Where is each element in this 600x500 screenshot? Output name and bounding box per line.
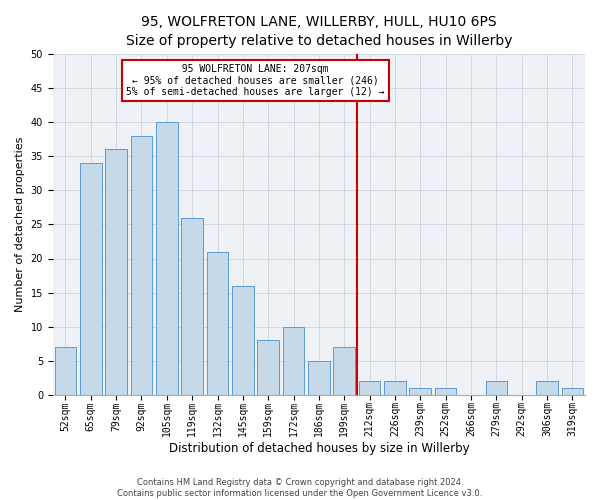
Bar [562, 388, 583, 395]
Bar [106, 150, 127, 395]
Bar [359, 382, 380, 395]
Bar [131, 136, 152, 395]
Y-axis label: Number of detached properties: Number of detached properties [15, 136, 25, 312]
Bar [435, 388, 457, 395]
Bar [156, 122, 178, 395]
Bar [181, 218, 203, 395]
Bar [257, 340, 279, 395]
Bar [308, 361, 329, 395]
Text: Contains HM Land Registry data © Crown copyright and database right 2024.
Contai: Contains HM Land Registry data © Crown c… [118, 478, 482, 498]
Bar [55, 347, 76, 395]
Title: 95, WOLFRETON LANE, WILLERBY, HULL, HU10 6PS
Size of property relative to detach: 95, WOLFRETON LANE, WILLERBY, HULL, HU10… [125, 15, 512, 48]
Bar [409, 388, 431, 395]
Bar [384, 382, 406, 395]
Text: 95 WOLFRETON LANE: 207sqm  
← 95% of detached houses are smaller (246)
5% of sem: 95 WOLFRETON LANE: 207sqm ← 95% of detac… [126, 64, 385, 98]
Bar [283, 326, 304, 395]
Bar [80, 163, 101, 395]
Bar [334, 347, 355, 395]
Bar [232, 286, 254, 395]
X-axis label: Distribution of detached houses by size in Willerby: Distribution of detached houses by size … [169, 442, 469, 455]
Bar [207, 252, 228, 395]
Bar [536, 382, 558, 395]
Bar [485, 382, 507, 395]
